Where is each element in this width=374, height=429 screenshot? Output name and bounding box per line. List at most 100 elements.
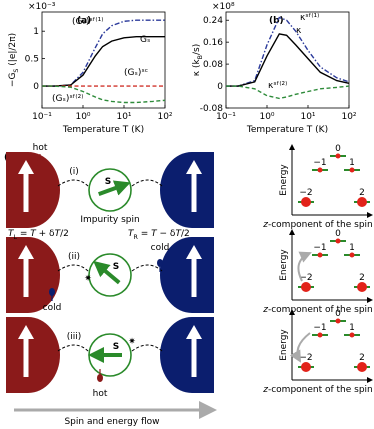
text-part: R <box>134 234 139 241</box>
coupling <box>57 344 89 352</box>
population <box>317 252 323 258</box>
level-label: 2 <box>359 273 365 283</box>
level-label: 0 <box>335 229 341 239</box>
population <box>301 362 311 372</box>
series-line <box>226 85 350 100</box>
z-axis-label: z-component of the spin <box>262 305 373 315</box>
population <box>357 362 367 372</box>
series-label: (Gₛ)ˢᶠ⁽²⁾ <box>52 94 83 104</box>
text-part: /s) <box>192 44 202 55</box>
level-label: 1 <box>349 243 355 253</box>
text-part: /2 <box>60 229 69 239</box>
t-left: TL = T + δT/2 <box>8 229 69 241</box>
t-right: TR = T − δT/2 <box>128 229 190 241</box>
level-label: −1 <box>313 243 326 253</box>
thermo-dot <box>37 159 43 167</box>
text-part: z <box>262 385 268 395</box>
y-tick-label: 0.5 <box>25 55 39 65</box>
up-arrow-head <box>186 245 202 259</box>
text-part: −G <box>8 73 18 88</box>
population <box>317 332 323 338</box>
y-tick-label: 0.08 <box>203 60 223 70</box>
text-part: T <box>128 229 135 239</box>
impurity-caption: Impurity spin <box>80 215 139 225</box>
population <box>317 167 323 173</box>
population <box>357 282 367 292</box>
text-part: B <box>197 55 204 59</box>
text-part: -component of the spin <box>268 220 373 230</box>
y-tick-label: -0.08 <box>200 104 224 114</box>
level-label: 1 <box>349 158 355 168</box>
text-part: T <box>175 229 182 239</box>
text-part: S <box>13 69 20 73</box>
contact: ✷ <box>128 337 136 347</box>
series-label: (Gₛ)ˢᶠ⁽¹⁾ <box>72 17 103 27</box>
flow-label: Spin and energy flow <box>64 417 159 427</box>
text-part: + δ <box>36 229 55 239</box>
level-label: 2 <box>359 188 365 198</box>
spin-arrow <box>93 260 121 285</box>
thermo-dot <box>49 288 55 296</box>
contact: ✷ <box>84 274 92 284</box>
series-label: (Gₛ)ˢᶜ <box>124 68 148 78</box>
text-part: T <box>30 229 37 239</box>
row-label: (iii) <box>67 332 82 342</box>
y-axis-label: κ (kB/s) <box>192 44 204 76</box>
up-arrow-head <box>186 325 202 339</box>
coupling <box>131 344 163 352</box>
text-part: -component of the spin <box>268 305 373 315</box>
panel-label: (a) <box>77 16 91 26</box>
text-part: T <box>151 229 158 239</box>
text-part: (|e|/2π) <box>8 33 18 69</box>
spin-arrow <box>98 180 131 196</box>
text-part: T <box>55 229 62 239</box>
row-label: (i) <box>69 167 79 177</box>
series-line <box>226 16 350 87</box>
level-label: −1 <box>313 323 326 333</box>
population <box>335 153 341 159</box>
series-line <box>42 36 165 87</box>
z-axis-label: z-component of the spin <box>262 385 373 395</box>
plot-frame <box>225 11 350 109</box>
level-label: −2 <box>299 353 312 363</box>
right-reservoir <box>160 152 214 228</box>
y-tick-label: 0.24 <box>203 16 223 26</box>
population <box>349 332 355 338</box>
spin-label: S <box>113 342 119 352</box>
up-arrow-head <box>18 245 34 259</box>
population <box>301 282 311 292</box>
up-arrow-head <box>186 160 202 174</box>
left-reservoir <box>6 237 60 313</box>
series-line <box>226 33 350 87</box>
x-tick-label: 10² <box>341 112 356 122</box>
x-tick-label: 10⁰ <box>75 112 90 122</box>
text-part: = <box>138 229 151 239</box>
series-label: Gₛ <box>140 35 150 45</box>
text-part: /2 <box>181 229 190 239</box>
level-label: −1 <box>313 158 326 168</box>
level-label: 0 <box>335 144 341 154</box>
plot-frame <box>41 11 166 109</box>
panel-label: (b) <box>269 16 284 26</box>
coupling <box>131 264 163 272</box>
y-tick-label: 0 <box>217 82 223 92</box>
series-label: κˢᶠ⁽¹⁾ <box>300 13 319 23</box>
x-tick-label: 10⁻¹ <box>32 112 52 122</box>
population <box>349 167 355 173</box>
population <box>301 197 311 207</box>
x-tick-label: 10² <box>157 112 172 122</box>
text-part: L <box>14 234 18 241</box>
y-tick-label: 1 <box>33 27 39 37</box>
coupling <box>57 264 89 272</box>
energy-label: Energy <box>279 329 289 361</box>
up-arrow-head <box>18 160 34 174</box>
right-reservoir <box>160 317 214 393</box>
thermo-note: hot <box>33 143 48 153</box>
coupling <box>131 179 163 187</box>
spin-label: S <box>105 177 111 187</box>
thermo-dot <box>97 374 103 382</box>
text-part: κ (k <box>192 59 202 77</box>
level-label: 2 <box>359 353 365 363</box>
level-label: 0 <box>335 309 341 319</box>
